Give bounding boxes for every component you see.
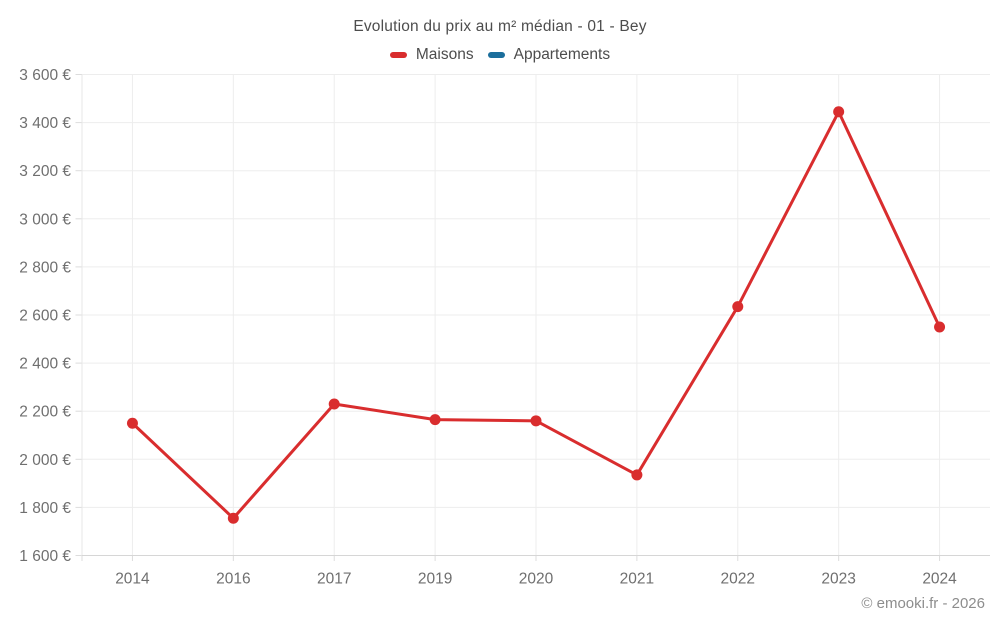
legend-label-maisons: Maisons — [415, 46, 474, 63]
maisons-data-point[interactable] — [833, 106, 845, 118]
maisons-data-point[interactable] — [934, 321, 946, 333]
y-axis-label: 1 600 € — [19, 548, 71, 565]
legend-item-appartements[interactable]: Appartements — [487, 46, 611, 64]
x-axis-label: 2020 — [519, 571, 554, 588]
appartements-swatch-icon — [487, 52, 505, 58]
x-axis-label: 2019 — [418, 571, 452, 588]
maisons-data-point[interactable] — [126, 417, 138, 429]
maisons-data-point[interactable] — [530, 415, 542, 427]
legend-item-maisons[interactable]: Maisons — [389, 46, 474, 64]
maisons-data-point[interactable] — [631, 469, 643, 481]
y-axis-label: 3 600 € — [19, 67, 71, 84]
legend-label-appartements: Appartements — [513, 46, 611, 63]
chart-legend: Maisons Appartements — [0, 46, 1000, 64]
maisons-data-point[interactable] — [227, 512, 239, 524]
y-axis-label: 1 800 € — [19, 500, 71, 517]
x-axis-label: 2024 — [922, 571, 957, 588]
chart-title: Evolution du prix au m² médian - 01 - Be… — [353, 18, 647, 35]
maisons-data-point[interactable] — [429, 414, 441, 426]
x-axis-label: 2016 — [216, 571, 250, 588]
x-axis-label: 2021 — [620, 571, 654, 588]
x-axis-label: 2023 — [821, 571, 855, 588]
y-axis-label: 3 200 € — [19, 163, 71, 180]
maisons-data-point[interactable] — [732, 301, 744, 313]
x-axis-label: 2022 — [721, 571, 755, 588]
y-axis-label: 2 400 € — [19, 356, 71, 373]
y-axis-label: 2 000 € — [19, 452, 71, 469]
x-axis-label: 2017 — [317, 571, 351, 588]
maisons-data-point[interactable] — [328, 398, 340, 410]
y-axis-label: 3 400 € — [19, 115, 71, 132]
x-axis-label: 2014 — [115, 571, 150, 588]
y-axis-label: 3 000 € — [19, 211, 71, 228]
y-axis-label: 2 600 € — [19, 308, 71, 325]
maisons-swatch-icon — [389, 52, 407, 58]
y-axis-label: 2 800 € — [19, 259, 71, 276]
y-axis-label: 2 200 € — [19, 404, 71, 421]
copyright-text: © emooki.fr - 2026 — [861, 595, 985, 612]
